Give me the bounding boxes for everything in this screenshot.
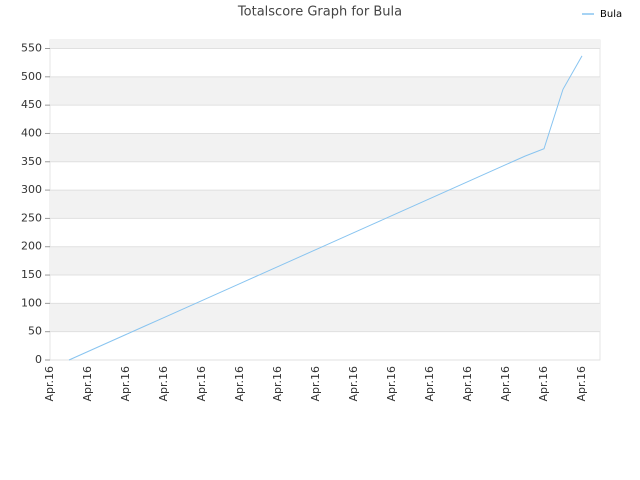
x-tick-label: Apr.16 [233,366,246,402]
x-tick-label: Apr.16 [309,366,322,402]
x-tick-label: Apr.16 [347,366,360,402]
y-tick-label: 400 [21,126,42,139]
grid-band [50,303,600,332]
grid-band [50,246,600,276]
chart-title: Totalscore Graph for Bula [237,5,402,20]
x-tick-label: Apr.16 [157,366,170,402]
x-tick-label: Apr.16 [423,366,436,402]
y-tick-label: 550 [21,41,42,54]
x-tick-label: Apr.16 [461,366,474,402]
grid-band [50,133,600,162]
x-tick-label: Apr.16 [119,366,132,402]
x-tick-label: Apr.16 [43,366,56,402]
x-tick-label: Apr.16 [499,366,512,402]
data-line [68,55,583,361]
grid-band [50,40,600,49]
y-tick-label: 50 [28,325,42,338]
y-tick-label: 200 [21,240,42,253]
y-tick-label: 100 [21,296,42,309]
grid-band [50,76,600,106]
y-tick-label: 450 [21,98,42,111]
x-tick-label: Apr.16 [537,366,550,402]
x-tick-label: Apr.16 [195,366,208,402]
x-tick-label: Apr.16 [271,366,284,402]
legend-label: Bula [600,9,622,20]
y-tick-label: 350 [21,155,42,168]
y-tick-label: 500 [21,70,42,83]
x-tick-label: Apr.16 [385,366,398,402]
grid-band [50,190,600,219]
x-tick-label: Apr.16 [575,366,588,402]
x-tick-label: Apr.16 [81,366,94,402]
y-tick-label: 0 [35,353,42,366]
y-tick-label: 250 [21,211,42,224]
y-tick-label: 300 [21,183,42,196]
y-tick-label: 150 [21,268,42,281]
